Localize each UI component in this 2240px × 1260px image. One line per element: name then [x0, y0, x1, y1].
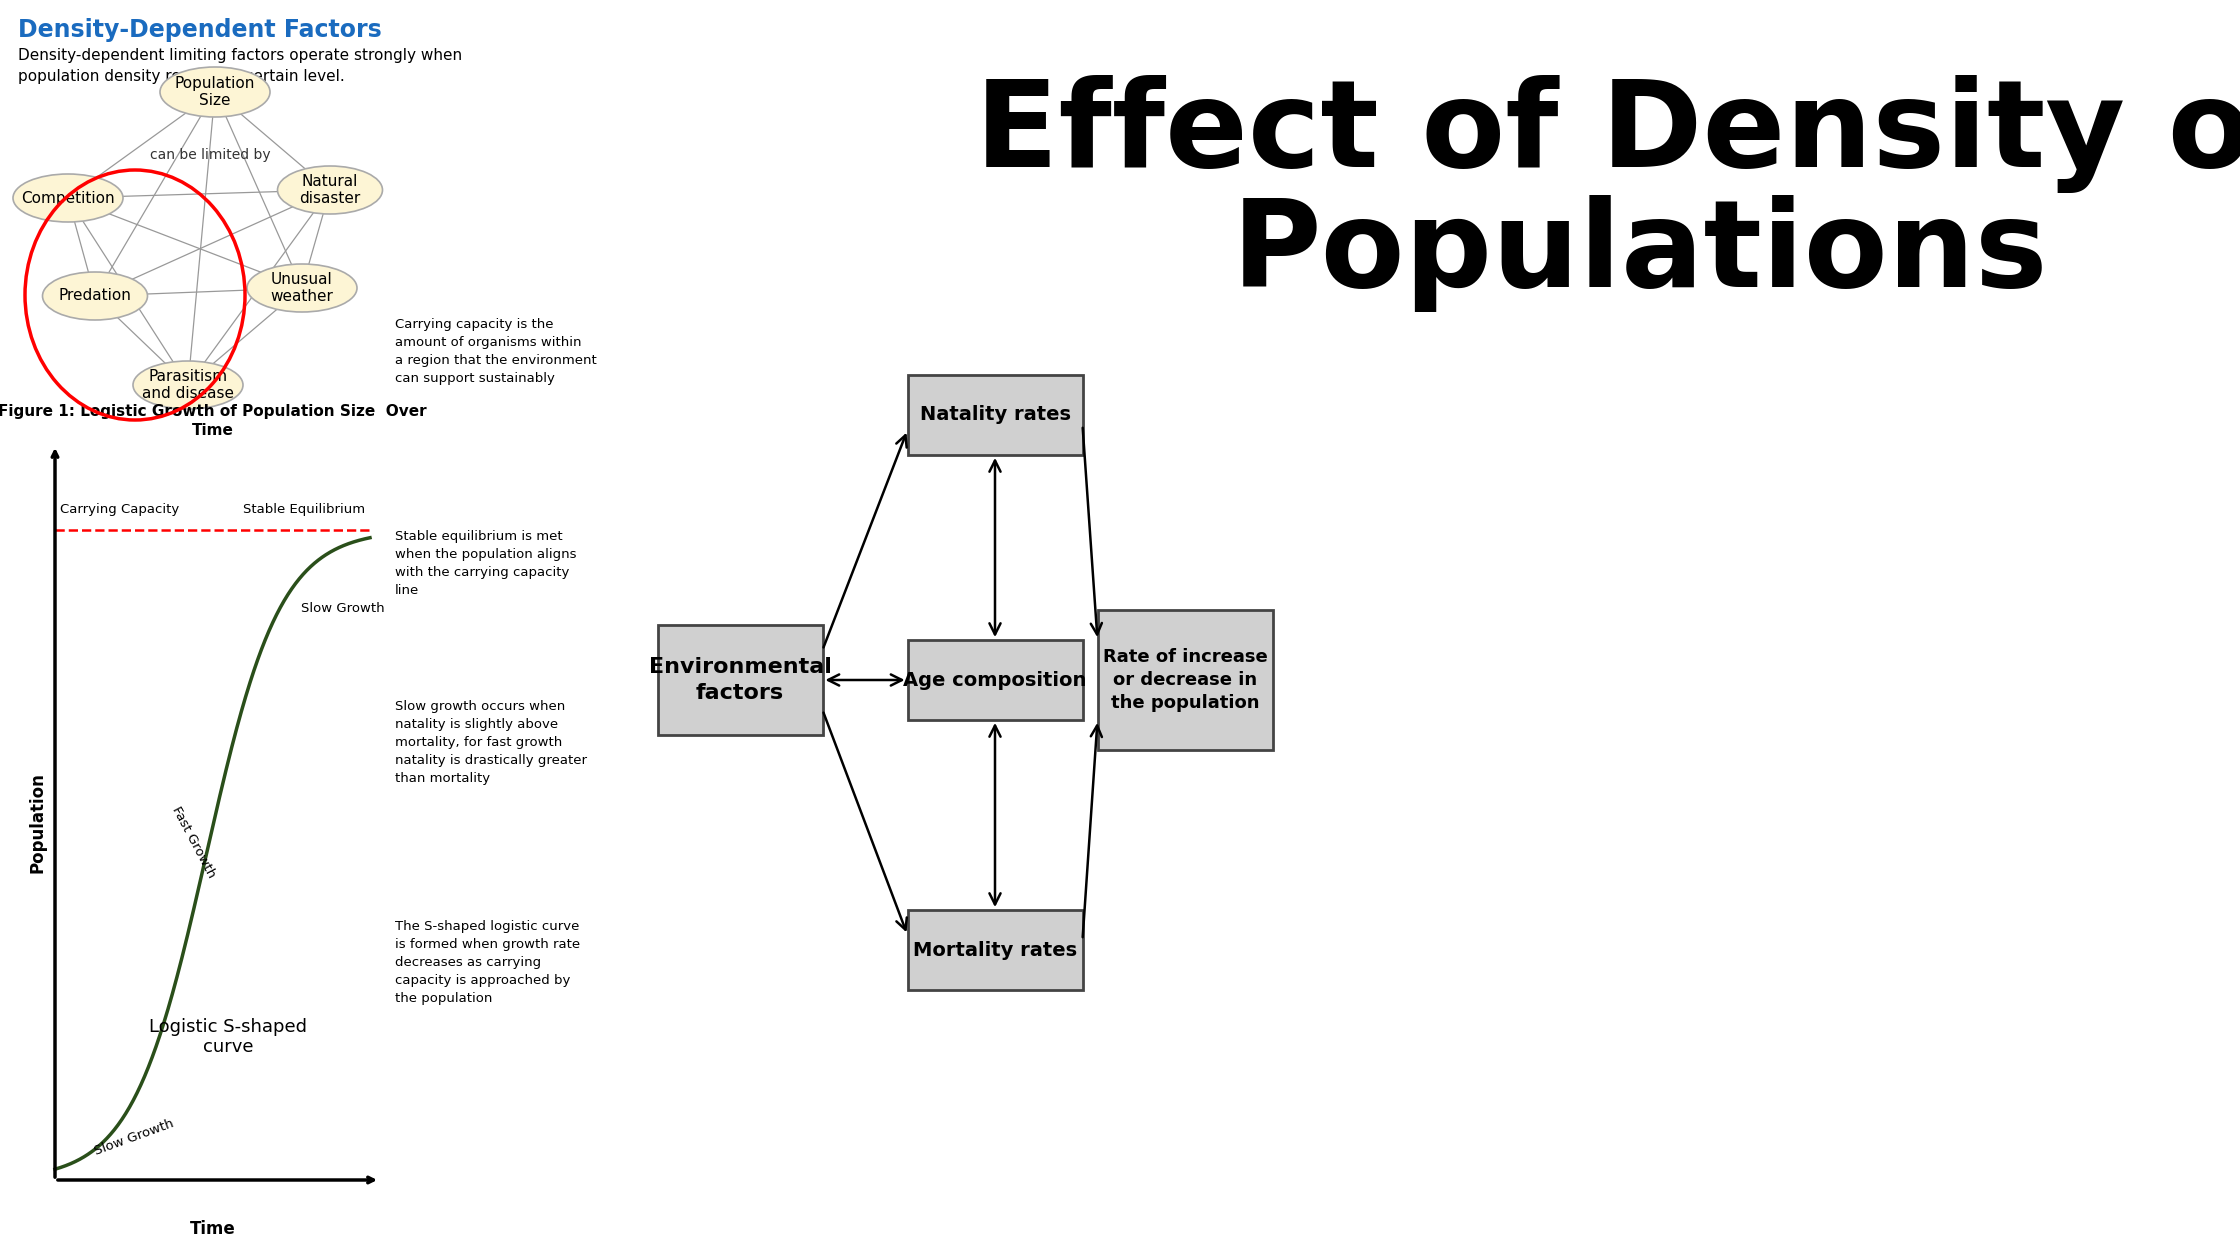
Ellipse shape	[246, 265, 356, 312]
Text: Density-dependent limiting factors operate strongly when
population density reac: Density-dependent limiting factors opera…	[18, 48, 461, 84]
Ellipse shape	[13, 174, 123, 222]
Text: Population
Size: Population Size	[175, 76, 255, 108]
Text: The S-shaped logistic curve
is formed when growth rate
decreases as carrying
cap: The S-shaped logistic curve is formed wh…	[394, 920, 580, 1005]
FancyBboxPatch shape	[1098, 610, 1272, 750]
Text: Slow growth occurs when
natality is slightly above
mortality, for fast growth
na: Slow growth occurs when natality is slig…	[394, 701, 587, 785]
Text: can be limited by: can be limited by	[150, 147, 271, 163]
Text: Carrying capacity is the
amount of organisms within
a region that the environmen: Carrying capacity is the amount of organ…	[394, 318, 596, 386]
Text: Mortality rates: Mortality rates	[914, 940, 1077, 960]
Text: Density-Dependent Factors: Density-Dependent Factors	[18, 18, 381, 42]
Ellipse shape	[132, 362, 242, 410]
Text: Stable equilibrium is met
when the population aligns
with the carrying capacity
: Stable equilibrium is met when the popul…	[394, 530, 576, 597]
Text: Environmental
factors: Environmental factors	[650, 658, 831, 703]
Text: Time: Time	[190, 1220, 235, 1239]
Text: Age composition: Age composition	[903, 670, 1086, 689]
Text: Natality rates: Natality rates	[918, 406, 1071, 425]
Text: Populations: Populations	[1232, 195, 2047, 312]
FancyBboxPatch shape	[907, 910, 1082, 990]
Text: Unusual
weather: Unusual weather	[271, 272, 334, 304]
Text: Fast Growth: Fast Growth	[170, 804, 217, 879]
Text: Effect of Density of: Effect of Density of	[974, 76, 2240, 193]
Ellipse shape	[278, 166, 383, 214]
FancyBboxPatch shape	[907, 375, 1082, 455]
Text: Natural
disaster: Natural disaster	[300, 174, 361, 207]
Text: Stable Equilibrium: Stable Equilibrium	[242, 503, 365, 517]
Text: Slow Growth: Slow Growth	[92, 1118, 175, 1158]
Text: Slow Growth: Slow Growth	[300, 601, 385, 615]
FancyBboxPatch shape	[907, 640, 1082, 719]
Text: Predation: Predation	[58, 289, 132, 304]
Ellipse shape	[43, 272, 148, 320]
Text: Carrying Capacity: Carrying Capacity	[60, 503, 179, 517]
Text: Rate of increase
or decrease in
the population: Rate of increase or decrease in the popu…	[1102, 648, 1268, 712]
Text: Figure 1: Logistic Growth of Population Size  Over
Time: Figure 1: Logistic Growth of Population …	[0, 404, 428, 438]
Text: Parasitism
and disease: Parasitism and disease	[141, 369, 233, 401]
Text: Logistic S-shaped
curve: Logistic S-shaped curve	[150, 1018, 307, 1056]
Ellipse shape	[159, 67, 271, 117]
Text: Competition: Competition	[20, 190, 114, 205]
FancyBboxPatch shape	[659, 625, 822, 735]
Text: Population: Population	[27, 772, 47, 873]
